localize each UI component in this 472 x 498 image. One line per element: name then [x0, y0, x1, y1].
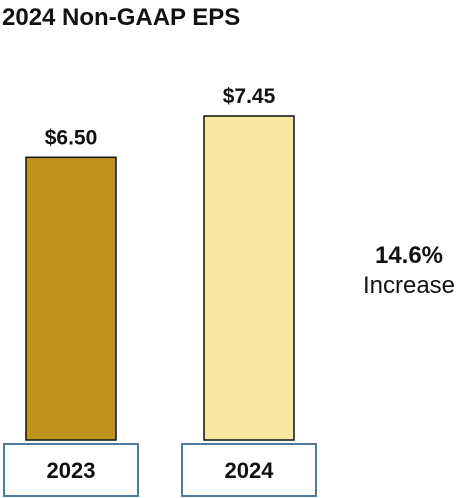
increase-percent: 14.6% [374, 242, 444, 269]
category-label-2023: 2023 [47, 458, 96, 483]
bar-value-label-2024: $7.45 [223, 85, 276, 108]
increase-label: Increase [362, 272, 456, 299]
bar-2024 [203, 115, 295, 441]
bar-value-label-2023: $6.50 [45, 126, 98, 149]
bar-2023 [25, 156, 117, 441]
category-box-2024 [181, 443, 317, 497]
chart-title: 2024 Non-GAAP EPS [2, 4, 241, 31]
category-label-2024: 2024 [225, 458, 275, 483]
category-box-2023 [3, 443, 139, 497]
increase-annotation: 14.6% Increase [346, 241, 472, 301]
